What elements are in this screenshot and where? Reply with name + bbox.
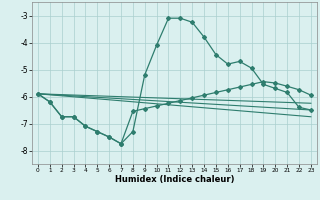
X-axis label: Humidex (Indice chaleur): Humidex (Indice chaleur) [115, 175, 234, 184]
